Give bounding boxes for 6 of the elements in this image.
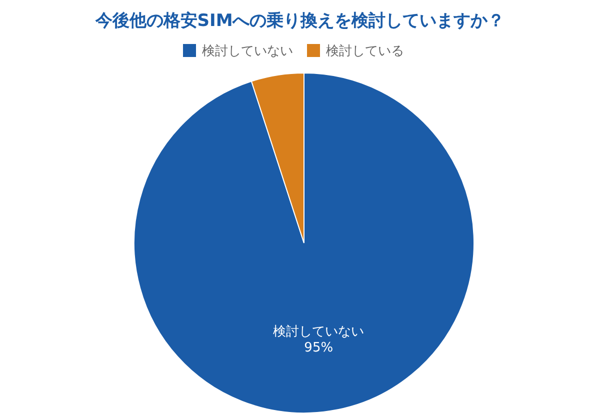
legend-label: 検討していない: [202, 44, 293, 59]
pie-slice: [134, 72, 474, 414]
data-label: 95%: [304, 340, 334, 356]
slice-label: 検討していない: [273, 324, 364, 340]
chart-title: 今後他の格安SIMへの乗り換えを検討していますか？: [94, 11, 505, 31]
legend-label: 検討している: [326, 44, 404, 59]
